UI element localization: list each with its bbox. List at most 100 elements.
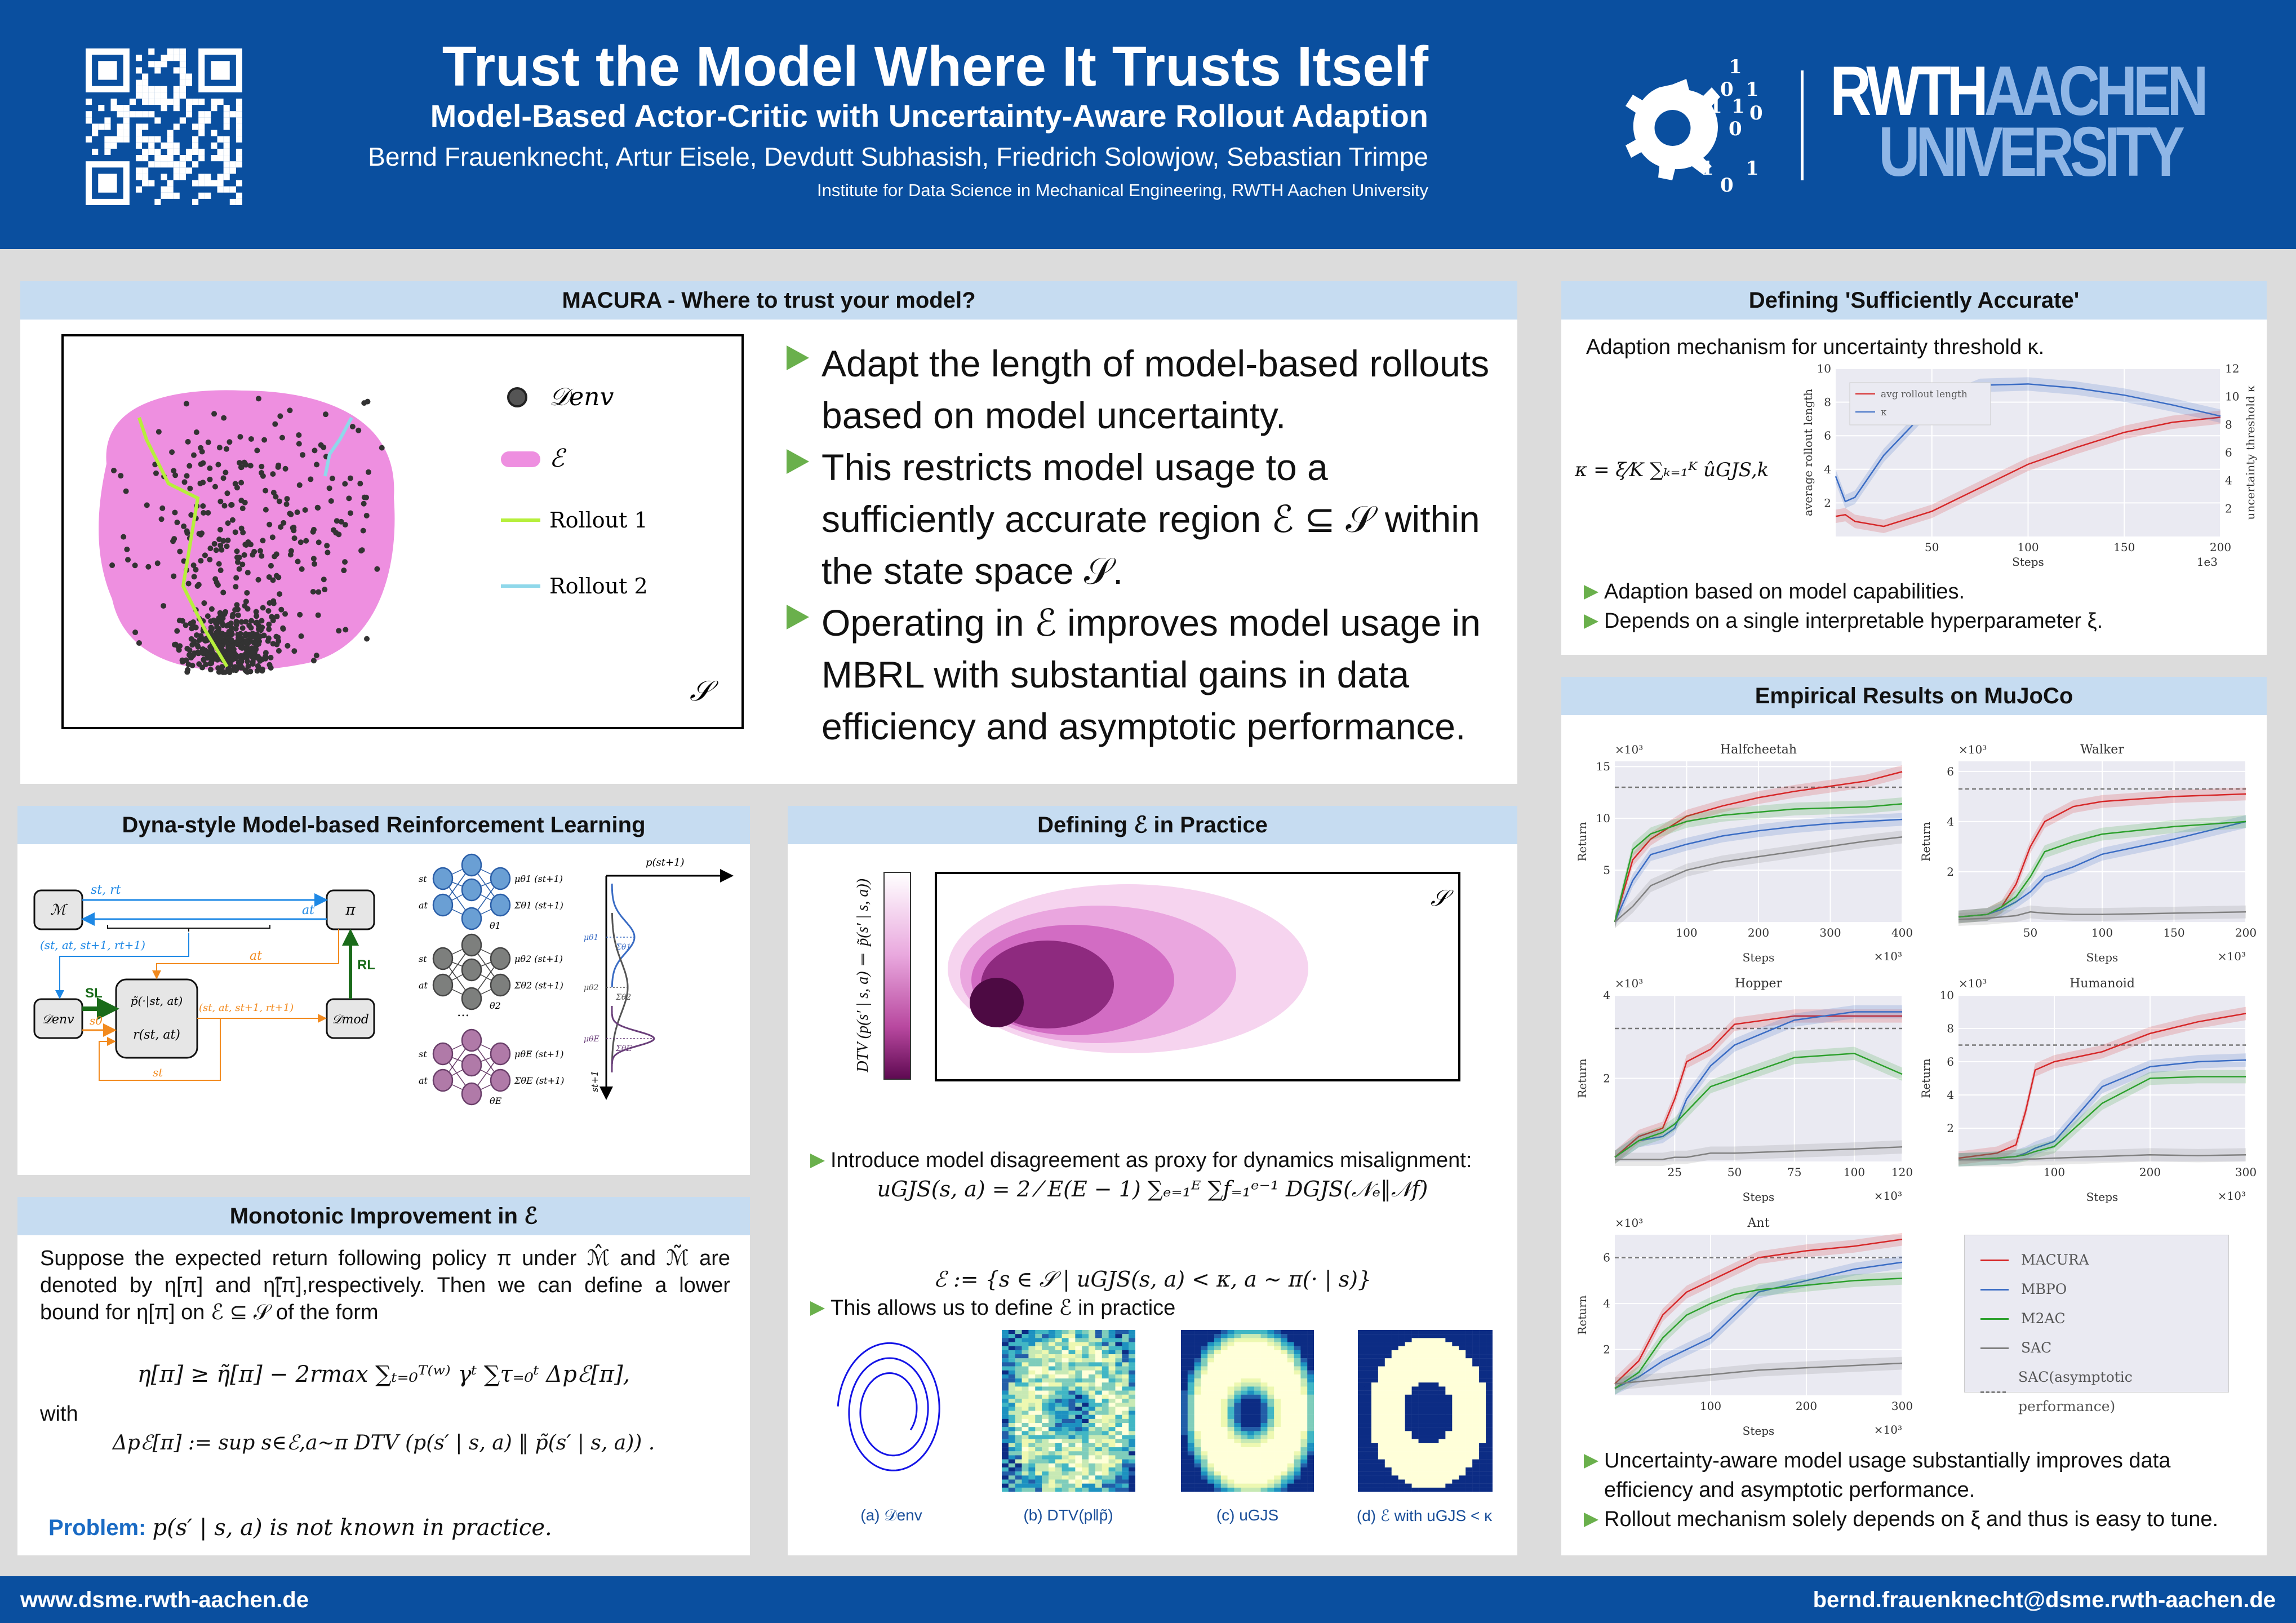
- heatmap-cell: [1411, 1390, 1419, 1395]
- heatmap-cell: [1102, 1338, 1109, 1342]
- heatmap-cell: [1068, 1475, 1076, 1480]
- heatmap-cell: [1227, 1427, 1234, 1431]
- data-point: [300, 452, 306, 458]
- neuron: [490, 893, 511, 917]
- heatmap-cell: [1234, 1487, 1241, 1492]
- heatmap-cell: [1241, 1447, 1248, 1452]
- heatmap-cell: [1129, 1411, 1135, 1415]
- heatmap-cell: [1048, 1479, 1056, 1484]
- heatmap-cell: [1432, 1370, 1439, 1375]
- heatmap-cell: [1122, 1350, 1129, 1355]
- heatmap-cell: [1287, 1414, 1294, 1419]
- heatmap-cell: [1129, 1423, 1135, 1427]
- heatmap-cell: [1227, 1390, 1234, 1395]
- heatmap-cell: [1405, 1350, 1412, 1355]
- heatmap-cell: [1068, 1407, 1076, 1411]
- heatmap-cell: [1129, 1475, 1135, 1480]
- data-point: [241, 552, 247, 558]
- series-band: [1615, 1356, 1902, 1391]
- data-point: [298, 633, 304, 639]
- heatmap-cell: [1486, 1398, 1493, 1403]
- heatmap-cell: [1129, 1487, 1135, 1492]
- heatmap-cell: [1095, 1370, 1102, 1375]
- heatmap-cell: [1075, 1398, 1082, 1403]
- heatmap-cell: [1108, 1439, 1116, 1444]
- heatmap-cell: [1075, 1447, 1082, 1452]
- heatmap-cell: [1035, 1423, 1042, 1427]
- heatmap-cell: [1214, 1471, 1222, 1476]
- heatmap-cell: [1411, 1338, 1419, 1342]
- heatmap-cell: [1122, 1382, 1129, 1387]
- mean-label: μθ2: [584, 983, 599, 992]
- heatmap-cell: [1432, 1483, 1439, 1488]
- heatmap-cell: [1281, 1386, 1288, 1391]
- data-point: [196, 661, 202, 667]
- email-link[interactable]: bernd.frauenknecht@dsme.rwth-aachen.de: [1813, 1587, 2276, 1612]
- heatmap-cell: [1254, 1471, 1261, 1476]
- data-point: [201, 510, 207, 516]
- heatmap-cell: [1115, 1403, 1122, 1407]
- heatmap-cell: [1465, 1459, 1473, 1464]
- heatmap-cell: [1048, 1447, 1056, 1452]
- heatmap-cell: [1194, 1451, 1201, 1456]
- heatmap-cell: [1220, 1374, 1228, 1379]
- model-buffer-label: 𝒟mod: [332, 1013, 369, 1027]
- heatmap-cell: [1008, 1407, 1015, 1411]
- heatmap-cell: [1247, 1370, 1255, 1375]
- heatmap-cell: [1095, 1334, 1102, 1338]
- heatmap-cell: [1274, 1431, 1281, 1435]
- heatmap-cell: [1438, 1463, 1446, 1468]
- heatmap-cell: [1234, 1358, 1241, 1363]
- env-buffer-box: [33, 998, 83, 1039]
- heatmap-cell: [1082, 1439, 1089, 1444]
- heatmap-cell: [1008, 1330, 1015, 1334]
- heatmap-cell: [1055, 1370, 1062, 1375]
- heatmap-cell: [1364, 1366, 1372, 1371]
- heatmap-cell: [1479, 1390, 1486, 1395]
- heatmap-cell: [1267, 1334, 1274, 1338]
- heatmap-cell: [1294, 1382, 1301, 1387]
- heatmap-cell: [1062, 1427, 1069, 1431]
- heatmap-cell: [1015, 1414, 1022, 1419]
- heatmap-cell: [1214, 1386, 1222, 1391]
- poster-footer: www.dsme.rwth-aachen.de bernd.frauenknec…: [0, 1576, 2296, 1623]
- heatmap-cell: [1028, 1487, 1036, 1492]
- heatmap-cell: [1048, 1463, 1056, 1468]
- heatmap-cell: [1274, 1463, 1281, 1468]
- heatmap-cell: [1384, 1330, 1392, 1334]
- heatmap-cell: [1445, 1475, 1453, 1480]
- heatmap-cell: [1187, 1451, 1194, 1456]
- heatmap-cell: [1008, 1403, 1015, 1407]
- heatmap-cell: [1445, 1386, 1453, 1391]
- heatmap-cell: [1214, 1443, 1222, 1448]
- legend-item: MACURA: [1980, 1245, 2213, 1275]
- data-point: [238, 659, 245, 665]
- heatmap-cell: [1398, 1403, 1405, 1407]
- heatmap-cell: [1028, 1435, 1036, 1439]
- heatmap-cell: [1129, 1471, 1135, 1476]
- heatmap-cell: [1465, 1338, 1473, 1342]
- heatmap-cell: [1122, 1403, 1129, 1407]
- heatmap-cell: [1108, 1411, 1116, 1415]
- monotonic-panel: Monotonic Improvement in ℰ Suppose the e…: [17, 1197, 750, 1555]
- heatmap-cell: [1008, 1390, 1015, 1395]
- heatmap-cell: [1260, 1378, 1268, 1383]
- heatmap-cell: [1234, 1475, 1241, 1480]
- heatmap-cell: [1122, 1338, 1129, 1342]
- qr-code-icon[interactable]: [83, 48, 245, 205]
- website-link[interactable]: www.dsme.rwth-aachen.de: [20, 1587, 309, 1612]
- heatmap-cell: [1432, 1354, 1439, 1359]
- data-point: [226, 651, 232, 657]
- series-line-mbpo: [1958, 821, 2246, 918]
- heatmap-cell: [1241, 1487, 1248, 1492]
- heatmap-cell: [1035, 1403, 1042, 1407]
- heatmap-cell: [1247, 1427, 1255, 1431]
- heatmap-cell: [1187, 1366, 1194, 1371]
- heatmap-cell: [1472, 1378, 1480, 1383]
- heatmap-cell: [1260, 1358, 1268, 1363]
- heatmap-cell: [1089, 1418, 1096, 1424]
- heatmap-cell: [1260, 1427, 1268, 1431]
- heatmap-cell: [1247, 1358, 1255, 1363]
- heatmap-cell: [1201, 1483, 1208, 1488]
